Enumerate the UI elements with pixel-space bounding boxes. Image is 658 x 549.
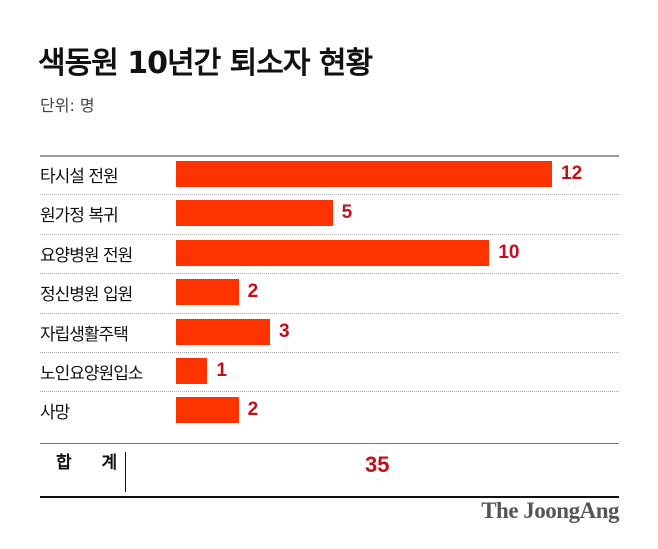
row-separator — [40, 312, 619, 314]
total-label: 합 계 — [56, 453, 130, 473]
bar — [176, 397, 239, 424]
value-label: 12 — [561, 163, 583, 184]
bar — [176, 358, 208, 384]
row-separator — [40, 233, 619, 235]
value-label: 2 — [247, 281, 259, 303]
publisher-logo: The JoongAng — [481, 498, 619, 523]
category-label: 정신병원 입원 — [40, 285, 133, 306]
total-top-rule — [40, 443, 619, 444]
total-divider — [125, 452, 126, 492]
total-value: 35 — [365, 452, 390, 477]
category-label: 타시설 전원 — [40, 167, 119, 187]
top-rule — [40, 155, 619, 157]
value-label: 10 — [498, 241, 520, 263]
bar — [176, 239, 490, 266]
bar — [176, 161, 552, 187]
chart-title: 색동원 10년간 퇴소자 현황 — [38, 46, 373, 81]
value-label: 3 — [279, 320, 290, 342]
category-label: 원가정 복귀 — [40, 206, 119, 227]
bar — [176, 279, 239, 306]
row-separator — [40, 194, 619, 196]
unit-label: 단위: 명 — [40, 96, 95, 115]
category-label: 자립생활주택 — [40, 324, 129, 345]
category-label: 사망 — [40, 403, 70, 424]
category-label: 요양병원 전원 — [40, 245, 133, 266]
row-separator — [40, 352, 619, 353]
bottom-rule — [40, 496, 619, 498]
value-label: 5 — [341, 202, 353, 224]
row-separator — [40, 273, 619, 275]
row-separator — [40, 391, 619, 393]
value-label: 2 — [247, 399, 259, 421]
bar — [176, 200, 333, 227]
category-label: 노인요양원입소 — [40, 364, 143, 384]
value-label: 1 — [216, 360, 227, 381]
bar — [176, 318, 270, 345]
